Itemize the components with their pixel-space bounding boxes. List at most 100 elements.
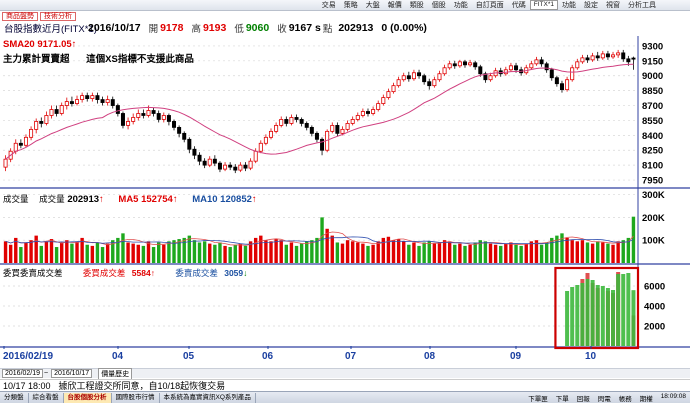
menu-item[interactable]: 自訂頁面 xyxy=(475,2,504,9)
candle-body xyxy=(585,57,590,61)
open-value: 9178 xyxy=(160,22,184,34)
chart-area[interactable]: 9300 9150 9000 8850 8700 8550 8400 8250 8100 7950… xyxy=(0,36,690,368)
candle-body xyxy=(570,67,575,81)
buy-diff-label: 委買成交差 xyxy=(82,268,126,278)
volume-bar xyxy=(294,245,299,263)
volume-bar xyxy=(95,242,100,263)
candle-body xyxy=(452,63,457,67)
volume-bar xyxy=(596,241,600,263)
volume-bar xyxy=(289,242,294,263)
volume-bar xyxy=(442,240,447,263)
volume-bar xyxy=(187,235,192,263)
menu-item[interactable]: 功能 xyxy=(453,2,468,9)
volume-bar xyxy=(208,243,212,263)
volume-tick-label: 300K xyxy=(642,190,665,201)
menu-item[interactable]: 策略 xyxy=(343,2,358,9)
menu-item[interactable]: 設定 xyxy=(584,2,598,9)
taskbar-item[interactable]: 綜合看盤 xyxy=(29,392,64,403)
toolbar-menu: 交易 策略 大盤 報價 類股 個股 功能 自訂頁面 代碼 FITX*1 功能 設定 視窗 分析工具 xyxy=(318,0,660,10)
price-tick-label: 9300 xyxy=(642,41,663,52)
taskbar-item[interactable]: 國際股市行情 xyxy=(112,392,160,403)
candle-body xyxy=(13,142,18,152)
buy-diff-bar xyxy=(590,280,595,346)
menu-item[interactable]: 分析工具 xyxy=(628,2,656,9)
taskbar-item[interactable]: 分類盤 xyxy=(0,392,29,403)
volume-bar xyxy=(146,241,151,263)
volume-bar xyxy=(269,241,273,263)
candle-body xyxy=(381,97,386,104)
menu-item[interactable]: 交易 xyxy=(321,2,336,9)
volume-bar xyxy=(565,237,569,263)
candle-body xyxy=(401,75,406,81)
volume-bar xyxy=(325,228,329,263)
menu-item[interactable]: 類股 xyxy=(409,2,424,9)
menu-item[interactable]: 大盤 xyxy=(365,2,380,9)
volume-arrow-icon: ↑ xyxy=(99,194,104,205)
close-label: 收 xyxy=(277,24,287,35)
tab-technical-analysis[interactable]: 技術分析 xyxy=(40,12,76,21)
volume-bar xyxy=(544,242,549,263)
date-to-field[interactable]: 2016/10/17 xyxy=(51,369,93,378)
candle-body xyxy=(391,85,396,93)
menu-item[interactable]: 視窗 xyxy=(606,2,620,9)
taskbar-button[interactable]: 回報 xyxy=(576,395,590,403)
open-label: 開 xyxy=(148,24,159,35)
candle-body xyxy=(417,72,422,77)
news-ticker[interactable]: 10/17 18:00 據欣工程證交所同意，自10/18起恢復交易 xyxy=(0,379,690,391)
volume-bar xyxy=(621,240,625,263)
candle-body xyxy=(447,63,452,69)
volume-bar xyxy=(361,243,365,263)
volume-bar xyxy=(80,237,84,263)
x-tick-label: 04 xyxy=(112,351,124,362)
taskbar-button[interactable]: 18:09:08 xyxy=(660,392,686,400)
candle-body xyxy=(468,62,473,66)
volume-legend: 成交量 成交量 202913↑ MA5 152754↑ MA10 120852↑ xyxy=(3,193,257,205)
taskbar-button[interactable]: 期權 xyxy=(639,395,653,403)
menu-item[interactable]: 代碼 xyxy=(511,2,526,9)
sma-label: SMA20 9171.05 xyxy=(3,39,72,50)
volume-bar xyxy=(499,245,503,263)
buy-diff-bar xyxy=(565,291,570,346)
volume-bar xyxy=(611,244,615,263)
volume-bar xyxy=(539,244,544,263)
buy-diff-bar xyxy=(626,273,631,346)
quote-date: 2016/10/17 xyxy=(88,22,141,34)
menu-item[interactable]: 功能 xyxy=(562,2,576,9)
taskbar-button[interactable]: 下單 xyxy=(555,395,569,403)
menu-item[interactable]: 個股 xyxy=(431,2,446,9)
candle-body xyxy=(64,101,69,106)
volume-bar xyxy=(136,244,140,263)
candle-body xyxy=(166,115,171,122)
volume-bar xyxy=(585,242,590,263)
date-from-field[interactable]: 2016/02/19 xyxy=(2,369,44,378)
volume-bar xyxy=(65,240,69,263)
indicator-label: 主力累計買賣超 xyxy=(3,54,70,65)
candle-body xyxy=(350,119,355,124)
volume-bar xyxy=(606,243,610,263)
candle-body xyxy=(600,53,605,59)
taskbar-button[interactable]: 閃電 xyxy=(597,395,611,403)
candle-body xyxy=(365,111,370,114)
candle-body xyxy=(508,65,513,71)
volume-bar xyxy=(162,244,166,263)
news-time: 10/17 18:00 xyxy=(3,380,51,391)
taskbar-item[interactable]: 台股個股分析 xyxy=(63,392,112,403)
taskbar-button[interactable]: 帳務 xyxy=(618,395,632,403)
volume-bar xyxy=(141,245,146,263)
candle-body xyxy=(269,130,274,138)
diff-panel-title: 委買委賣成交差 xyxy=(3,268,63,278)
panel-background xyxy=(0,190,690,263)
menu-item[interactable]: 報價 xyxy=(387,2,402,9)
taskbar-item[interactable]: 本系統為嘉實資訊XQ系列產品 xyxy=(160,392,256,403)
candle-body xyxy=(411,72,416,80)
menu-item[interactable]: FITX*1 xyxy=(529,0,558,10)
mode-dropdown[interactable]: 價量歷史 xyxy=(98,367,133,380)
tab-commodity[interactable]: 商品盤勢 xyxy=(2,12,38,21)
candle-body xyxy=(141,113,146,116)
candle-body xyxy=(54,109,59,114)
symbol-name[interactable]: 台股指數近月(FITX*1) xyxy=(4,24,97,35)
candle-body xyxy=(432,79,437,87)
volume-bar xyxy=(197,242,202,263)
taskbar-button[interactable]: 下單匣 xyxy=(528,395,548,403)
volume-bar xyxy=(453,244,457,263)
